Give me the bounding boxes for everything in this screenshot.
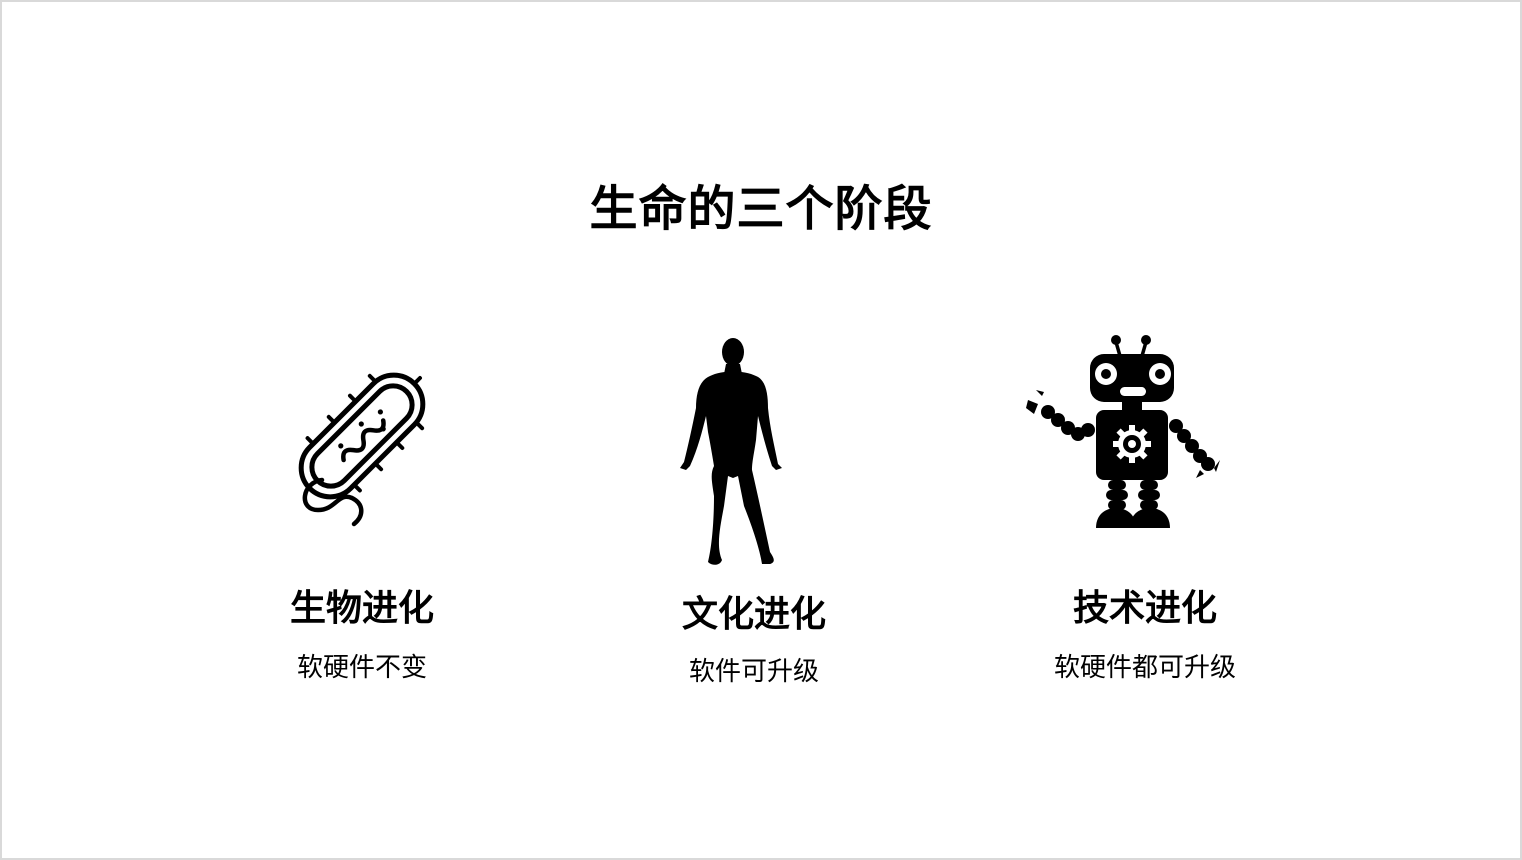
human-silhouette-icon: [678, 336, 788, 568]
slide-title: 生命的三个阶段: [589, 181, 933, 237]
robot-icon: [1024, 334, 1220, 530]
stage-title-cultural: 文化进化: [681, 594, 826, 635]
stage-title-technological: 技术进化: [1072, 588, 1217, 629]
stage-desc-cultural: 软件可升级: [688, 657, 819, 687]
bacterium-icon: [292, 364, 432, 534]
stage-desc-technological: 软硬件都可升级: [1053, 653, 1236, 683]
stage-title-biological: 生物进化: [289, 588, 434, 629]
stage-desc-biological: 软硬件不变: [296, 653, 427, 683]
